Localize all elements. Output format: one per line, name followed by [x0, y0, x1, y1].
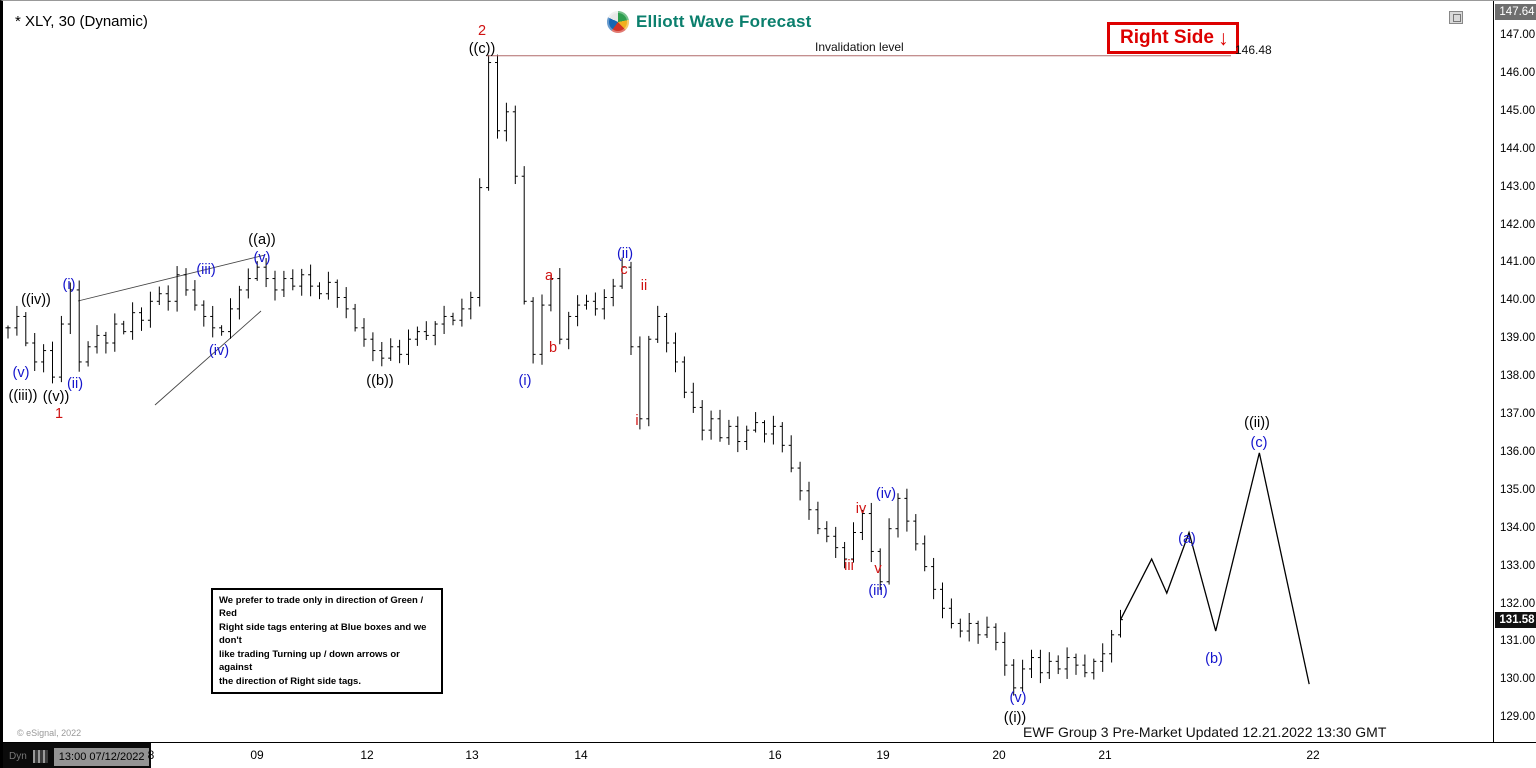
- projection-path-group: [1119, 452, 1310, 685]
- wave-label: iv: [856, 501, 867, 517]
- price-tick-label: 132.00: [1500, 597, 1536, 610]
- wave-label: ((a)): [248, 232, 275, 248]
- maximize-icon[interactable]: [1449, 11, 1463, 24]
- wave-label: ((ii)): [1244, 415, 1270, 431]
- status-strip: Dyn 13:00 07/12/2022: [3, 743, 151, 768]
- price-tick-label: 142.00: [1500, 218, 1536, 231]
- price-tick-label: 145.00: [1500, 104, 1536, 117]
- wave-label: ((c)): [469, 41, 496, 57]
- price-tick-label: 134.00: [1500, 521, 1536, 534]
- update-note-text: EWF Group 3 Pre-Market Updated 12.21.202…: [1023, 724, 1387, 740]
- wave-label: iii: [844, 558, 854, 574]
- invalidation-level-label: Invalidation level: [815, 40, 904, 54]
- price-tick-label: 139.00: [1500, 332, 1536, 345]
- wave-label: (i): [519, 373, 532, 389]
- right-side-badge: Right Side ↓: [1107, 22, 1240, 54]
- date-label: 8: [147, 748, 155, 762]
- trendline: [154, 310, 262, 406]
- date-label: 16: [768, 748, 782, 762]
- wave-label: (ii): [67, 376, 83, 392]
- wave-label: (iii): [196, 262, 215, 278]
- date-label: 12: [360, 748, 374, 762]
- wave-label: ii: [641, 278, 647, 294]
- price-tick-label: 140.00: [1500, 294, 1536, 307]
- wave-label: 2: [478, 23, 486, 39]
- chart-mode-icon[interactable]: [32, 750, 48, 763]
- dyn-mode-label[interactable]: Dyn: [9, 751, 27, 762]
- wave-label: i: [635, 413, 638, 429]
- brand-logo: Elliott Wave Forecast: [607, 11, 812, 33]
- projection-path: [1119, 452, 1310, 685]
- time-axis-panel[interactable]: Dyn 13:00 07/12/2022 8 09 12 13 14 16 19 20 21 22: [3, 742, 1536, 768]
- date-label: 19: [876, 748, 890, 762]
- price-chart-svg[interactable]: ((iv)) (v) ((iii)) ((v))1 (i) (ii) (iii) (iv) (v…: [3, 1, 1493, 742]
- wave-label: ((iii)): [9, 388, 38, 404]
- date-label: 14: [574, 748, 588, 762]
- date-label: 13: [465, 748, 479, 762]
- chart-area: ((iv)) (v) ((iii)) ((v)) 1 (i) (ii) (iii) (iv) (v…: [3, 1, 1493, 742]
- price-tick-label: 136.00: [1500, 445, 1536, 458]
- price-tick-label: 131.00: [1500, 635, 1536, 648]
- cursor-timestamp: 13:00 07/12/2022: [53, 747, 150, 766]
- brand-logo-text: Elliott Wave Forecast: [636, 12, 812, 31]
- down-arrow-icon: ↓: [1217, 26, 1229, 50]
- wave-label: (ii): [617, 246, 633, 262]
- invalidation-price-label: 146.48: [1235, 43, 1272, 57]
- wave-label: (v): [1010, 690, 1027, 706]
- wave-label: (b): [1205, 651, 1223, 667]
- price-tick-label: 137.00: [1500, 408, 1536, 420]
- price-tick-label: 141.00: [1500, 256, 1536, 269]
- last-price-badge: 131.58: [1495, 612, 1536, 629]
- price-tick-label: 138.00: [1500, 370, 1536, 383]
- date-label: 22: [1306, 748, 1320, 762]
- wave-label: ((b)): [366, 373, 393, 389]
- price-tick-label: 135.00: [1500, 483, 1536, 496]
- session-high-badge: 147.64: [1495, 3, 1536, 20]
- wave-label: a: [545, 268, 554, 284]
- price-bars-group: [5, 54, 1123, 696]
- price-tick-label: 146.00: [1500, 66, 1536, 79]
- right-side-label: Right Side: [1120, 27, 1214, 48]
- wave-label: ((i)): [1004, 710, 1027, 726]
- price-tick-label: 143.00: [1500, 180, 1536, 193]
- price-tick-label: 129.00: [1500, 711, 1536, 724]
- chart-title: * XLY, 30 (Dynamic): [15, 13, 148, 30]
- wave-label: (iv): [209, 343, 229, 359]
- date-label: 09: [250, 748, 264, 762]
- price-tick-label: 144.00: [1500, 142, 1536, 155]
- wave-label: v: [874, 561, 882, 577]
- wave-label: 1: [55, 406, 63, 422]
- wave-label: (iii): [868, 583, 887, 599]
- wave-label: (v): [13, 365, 30, 381]
- trading-note-box: We prefer to trade only in direction of …: [211, 588, 443, 695]
- copyright-text: © eSignal, 2022: [17, 728, 82, 738]
- date-label: 20: [992, 748, 1006, 762]
- price-tick-label: 133.00: [1500, 559, 1536, 572]
- wave-label: ((iv)): [21, 292, 51, 308]
- wave-label: ((v)): [43, 389, 70, 405]
- trendline: [77, 254, 266, 302]
- price-axis-panel[interactable]: 147.64 131.58 147.00 146.00 145.00 144.00 14…: [1493, 1, 1536, 742]
- wave-label: (a): [1178, 531, 1196, 547]
- date-label: 21: [1098, 748, 1112, 762]
- wave-label: (v): [254, 250, 271, 266]
- wave-label: b: [549, 340, 557, 356]
- wave-label: (c): [1251, 435, 1268, 451]
- wave-label: (iv): [876, 486, 896, 502]
- wave-label: (i): [63, 277, 76, 293]
- price-tick-label: 130.00: [1500, 673, 1536, 686]
- price-tick-label: 147.00: [1500, 29, 1536, 41]
- wave-labels-group: ((iv)) (v) ((iii)) ((v))1 (i) (ii) (iii) (iv) (v…: [9, 23, 1270, 726]
- trendlines-group: [77, 254, 266, 406]
- elliott-wave-logo-icon: [607, 11, 629, 33]
- wave-label: c: [620, 262, 627, 278]
